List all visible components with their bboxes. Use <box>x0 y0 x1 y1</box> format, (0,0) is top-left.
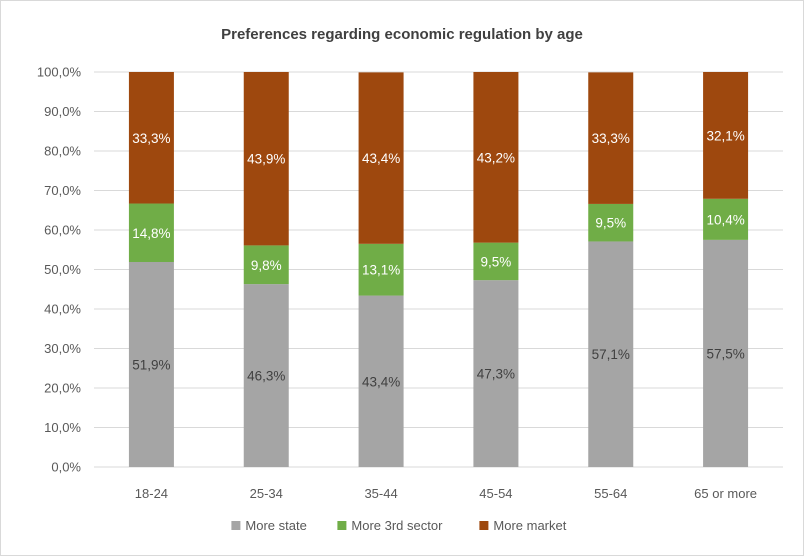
data-label: 33,3% <box>132 131 170 146</box>
data-label: 9,5% <box>481 254 512 269</box>
bar-segment <box>473 72 519 243</box>
bar-segment <box>473 242 519 281</box>
data-labels: 51,9% 14,8% 33,3% 46,3% 9,8% 43,9% 43,4% 13,1% 4… <box>132 128 744 389</box>
y-axis-tick-labels: 0,0% 10,0% 20,0% 30,0% 40,0% 50,0% 60,0% 70,0% 8… <box>37 65 82 475</box>
bar-segment <box>243 284 289 467</box>
data-label: 14,8% <box>132 226 170 241</box>
data-label: 43,4% <box>362 374 400 389</box>
bar-segment <box>358 243 404 296</box>
x-axis-tick-labels: 18-24 25-34 35-44 45-54 55-64 65 or more <box>135 486 757 501</box>
data-label: 33,3% <box>592 131 630 146</box>
y-tick-label: 50,0% <box>44 262 81 277</box>
x-tick-label: 35-44 <box>364 486 397 501</box>
legend: More state More 3rd sector More market <box>231 518 567 533</box>
data-label: 47,3% <box>477 367 515 382</box>
y-tick-label: 60,0% <box>44 223 81 238</box>
data-label: 57,1% <box>592 347 630 362</box>
bar-segment <box>588 203 634 242</box>
data-label: 51,9% <box>132 357 170 372</box>
y-tick-label: 30,0% <box>44 341 81 356</box>
chart-title: Preferences regarding economic regulatio… <box>221 26 583 43</box>
data-label: 43,4% <box>362 151 400 166</box>
data-label: 32,1% <box>706 128 744 143</box>
bar-segment <box>358 295 404 467</box>
bar-segment <box>128 261 174 467</box>
data-label: 13,1% <box>362 263 400 278</box>
bar-segment <box>243 72 289 246</box>
legend-label: More state <box>245 518 306 533</box>
y-tick-label: 10,0% <box>44 420 81 435</box>
bar-segment <box>703 72 749 199</box>
y-tick-label: 70,0% <box>44 183 81 198</box>
legend-swatch <box>479 521 489 530</box>
data-label: 9,5% <box>595 216 626 231</box>
y-tick-label: 100,0% <box>37 65 82 80</box>
bar-segment <box>588 72 634 204</box>
legend-label: More 3rd sector <box>351 518 443 533</box>
y-tick-label: 80,0% <box>44 144 81 159</box>
data-label: 57,5% <box>706 346 744 361</box>
x-tick-label: 55-64 <box>594 486 627 501</box>
legend-swatch <box>231 521 241 530</box>
data-label: 43,2% <box>477 150 515 165</box>
bar-segment <box>358 72 404 244</box>
bar-segment <box>703 239 749 467</box>
bar-segment <box>243 245 289 285</box>
y-tick-label: 40,0% <box>44 302 81 317</box>
y-tick-label: 0,0% <box>51 460 81 475</box>
gridlines <box>94 71 783 468</box>
bar-segment <box>703 198 749 240</box>
x-tick-label: 18-24 <box>135 486 168 501</box>
data-label: 10,4% <box>706 212 744 227</box>
data-label: 9,8% <box>251 258 282 273</box>
x-tick-label: 25-34 <box>250 486 283 501</box>
bar-segment <box>588 241 634 467</box>
data-label: 46,3% <box>247 369 285 384</box>
legend-label: More market <box>493 518 566 533</box>
y-tick-label: 20,0% <box>44 381 81 396</box>
y-tick-label: 90,0% <box>44 104 81 119</box>
legend-swatch <box>337 521 347 530</box>
x-tick-label: 65 or more <box>694 486 757 501</box>
bar-segment <box>128 72 174 204</box>
bar-segment <box>128 203 174 262</box>
bars <box>128 72 749 467</box>
data-label: 43,9% <box>247 152 285 167</box>
x-tick-label: 45-54 <box>479 486 512 501</box>
bar-segment <box>473 280 519 467</box>
